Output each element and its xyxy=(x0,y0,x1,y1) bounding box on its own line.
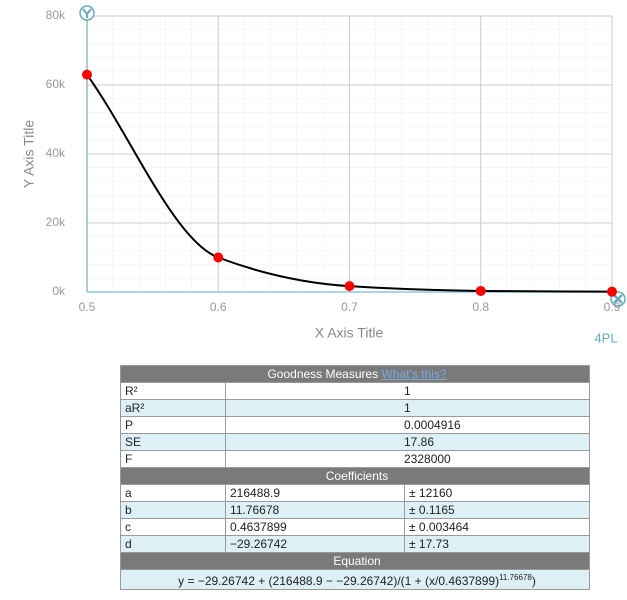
help-link[interactable]: What's this? xyxy=(381,367,447,381)
model-label: 4PL xyxy=(594,330,617,345)
coefficient-error: ± 12160 xyxy=(404,484,590,502)
measure-row: aR² 1 xyxy=(120,399,590,417)
header-row: Coefficients xyxy=(120,467,590,485)
header-row: Equation xyxy=(120,552,590,570)
chart: Y Axis Title X Axis Title 4PL 0k 20k 40k 60… xyxy=(21,5,626,345)
x-tick-label: 0.9 xyxy=(604,300,621,314)
coefficient-value: −29.26742 xyxy=(225,535,405,553)
coefficient-error: ± 0.1165 xyxy=(404,501,590,519)
equation-exponent: 11.76678 xyxy=(499,573,532,582)
equation-cell: y = −29.26742 + (216488.9 − −29.26742)/(… xyxy=(120,569,590,590)
y-tick-label: 80k xyxy=(46,8,66,22)
measure-name: aR² xyxy=(120,399,226,417)
measure-name: F xyxy=(120,450,226,468)
measure-row: R² 1 xyxy=(120,382,590,400)
coefficient-name: c xyxy=(120,518,226,536)
coefficient-error: ± 17.73 xyxy=(404,535,590,553)
coefficient-row: b 11.76678 ± 0.1165 xyxy=(120,501,590,519)
measure-name: SE xyxy=(120,433,226,451)
coefficient-value: 0.4637899 xyxy=(225,518,405,536)
header-text: Goodness Measures xyxy=(267,367,379,381)
coefficient-error: ± 0.003464 xyxy=(404,518,590,536)
y-tick-label: 60k xyxy=(46,77,66,91)
data-point xyxy=(475,285,486,296)
coefficient-name: d xyxy=(120,535,226,553)
equation-row: y = −29.26742 + (216488.9 − −29.26742)/(… xyxy=(120,569,590,590)
x-axis-title: X Axis Title xyxy=(315,325,384,341)
measure-value: 2328000 xyxy=(225,450,590,468)
measure-row: F 2328000 xyxy=(120,450,590,468)
equation: y = −29.26742 + (216488.9 − −29.26742)/(… xyxy=(178,574,500,588)
measure-value: 1 xyxy=(225,382,590,400)
measure-value: 1 xyxy=(225,399,590,417)
data-point xyxy=(213,252,224,263)
data-point xyxy=(82,69,92,80)
coefficient-value: 216488.9 xyxy=(225,484,405,502)
equation-close: ) xyxy=(531,574,536,588)
coefficient-row: d −29.26742 ± 17.73 xyxy=(120,535,590,553)
measure-value: 17.86 xyxy=(225,433,590,451)
coefficient-row: c 0.4637899 ± 0.003464 xyxy=(120,518,590,536)
x-tick-label: 0.6 xyxy=(210,300,227,314)
data-point xyxy=(344,281,355,292)
measure-name: P xyxy=(120,416,226,434)
measure-row: SE 17.86 xyxy=(120,433,590,451)
coefficient-name: a xyxy=(120,484,226,502)
y-axis-icon[interactable] xyxy=(79,5,95,21)
header-row: Goodness Measures What's this? xyxy=(120,365,590,383)
coefficient-row: a 216488.9 ± 12160 xyxy=(120,484,590,502)
y-tick-label: 20k xyxy=(46,215,66,229)
x-axis-icon[interactable] xyxy=(610,291,626,307)
header-cell: Coefficients xyxy=(120,467,590,485)
data-point xyxy=(607,286,617,297)
y-tick-label: 0k xyxy=(52,284,66,298)
coefficient-name: b xyxy=(120,501,226,519)
measure-value: 0.0004916 xyxy=(225,416,590,434)
results-table: Goodness Measures What's this? R² 1 aR² 1 P 0… xyxy=(120,365,590,590)
coefficient-value: 11.76678 xyxy=(225,501,405,519)
x-tick-label: 0.7 xyxy=(341,300,358,314)
x-tick-label: 0.8 xyxy=(472,300,489,314)
measure-row: P 0.0004916 xyxy=(120,416,590,434)
y-tick-label: 40k xyxy=(46,146,66,160)
header-cell: Equation xyxy=(120,552,590,570)
measure-name: R² xyxy=(120,382,226,400)
fit-curve xyxy=(86,74,613,293)
y-axis-title: Y Axis Title xyxy=(21,120,37,188)
x-tick-label: 0.5 xyxy=(79,300,96,314)
header-cell: Goodness Measures What's this? xyxy=(120,365,590,383)
